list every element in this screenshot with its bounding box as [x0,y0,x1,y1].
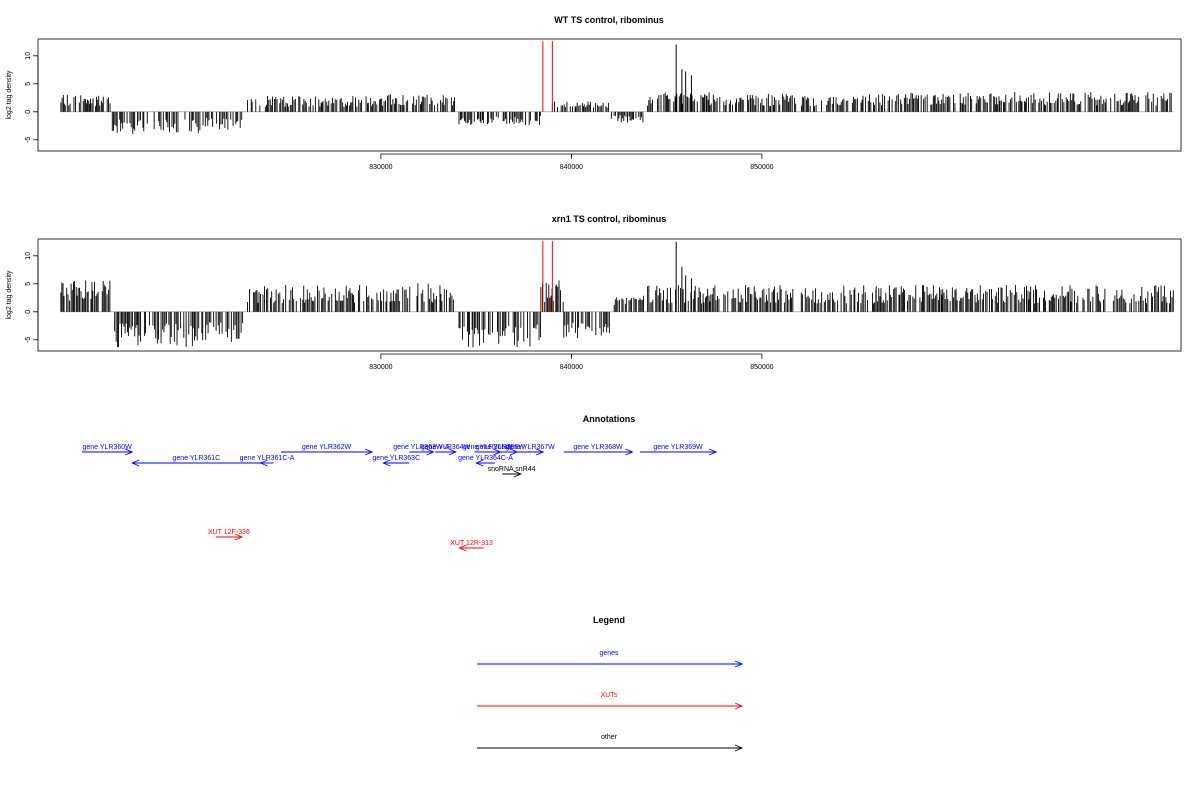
legend-item: other [477,734,744,752]
wt-density-panel: WT TS control, ribominus log2 tag densit… [6,15,1182,171]
xrn1-x-axis: 830000 840000 850000 [369,353,774,371]
feature-label: XUT 12F-336 [208,529,250,536]
y-tick-label: -5 [25,137,32,143]
feature-label: gene YLR360W [82,444,132,451]
x-tick-label: 830000 [369,164,392,171]
feature-arrowhead [458,544,467,552]
feature-label: gene YLR368W [573,444,623,451]
annotation-feature: gene YLR362W [280,444,374,456]
wt-markers [542,41,553,112]
xrn1-markers [542,241,553,312]
annotations-title: Annotations [583,414,636,424]
wt-y-axis-label: log2 tag density [6,70,13,120]
feature-label: gene YLR367W [506,444,556,451]
wt-panel-title: WT TS control, ribominus [554,15,664,25]
feature-label: gene YLR366W [476,444,526,451]
legend-items: genes XUTs other [477,650,744,752]
feature-arrowhead [259,459,268,467]
annotation-feature: gene YLR367W [506,444,556,456]
annotation-feature: gene YLR368W [563,444,634,456]
xrn1-density-panel: xrn1 TS control, ribominus log2 tag dens… [6,214,1182,371]
annotation-feature: XUT 12F-336 [208,529,250,541]
feature-label: gene YLR365W [463,444,513,451]
annotation-feature: gene YLR361C [131,455,261,467]
y-tick-label: 10 [25,52,32,60]
x-tick-label: 840000 [560,364,583,371]
y-tick-label: 5 [25,82,32,86]
feature-label: gene YLR361C [172,455,220,462]
x-tick-label: 830000 [369,364,392,371]
feature-arrowhead [536,448,545,456]
legend-arrowhead [734,702,744,710]
wt-plot-frame [37,38,1182,152]
feature-arrowhead [426,448,435,456]
x-tick-label: 850000 [750,164,773,171]
feature-arrowhead [475,459,484,467]
annotation-feature: gene YLR369W [639,444,718,456]
xrn1-y-axis: -5 0 5 10 [25,252,39,343]
feature-arrowhead [625,448,634,456]
feature-arrowhead [125,448,134,456]
xrn1-y-axis-label: log2 tag density [6,270,13,320]
y-tick-label: 0 [25,310,32,314]
feature-label: snoRNA snR44 [488,466,536,473]
xrn1-plot-frame [37,238,1182,352]
feature-label: gene YLR363W-A [393,444,449,451]
feature-label: gene YLR364W [421,444,471,451]
legend-item: XUTs [477,692,744,710]
annotation-feature: gene YLR361C-A [240,455,295,467]
feature-label: gene YLR369W [653,444,703,451]
feature-arrowhead [131,459,140,467]
annotation-feature: gene YLR364C-A [458,455,513,467]
legend-label: genes [599,650,619,657]
x-tick-label: 840000 [560,164,583,171]
y-tick-label: 5 [25,282,32,286]
legend-arrowhead [734,744,744,752]
wt-x-axis: 830000 840000 850000 [369,153,774,171]
feature-label: gene YLR361C-A [240,455,295,462]
wt-y-axis: -5 0 5 10 [25,52,39,143]
xrn1-bars [60,241,1174,348]
annotation-feature: gene YLR360W [82,444,134,456]
feature-label: XUT 12R-313 [450,540,493,547]
xrn1-panel-title: xrn1 TS control, ribominus [552,214,667,224]
legend: Legend genes XUTs other [477,615,744,752]
legend-label: XUTs [601,692,618,699]
y-tick-label: 10 [25,252,32,260]
annotation-feature: XUT 12R-313 [450,540,493,552]
annotation-feature: gene YLR363C [372,455,420,467]
feature-arrowhead [234,533,244,541]
annotation-feature: gene YLR364W [421,444,471,456]
feature-label: gene YLR363C [372,455,420,462]
legend-label: other [601,734,618,741]
legend-arrowhead [734,660,744,668]
feature-label: gene YLR362W [302,444,352,451]
feature-arrowhead [708,448,718,456]
annotation-features: gene YLR360W gene YLR361C gene YLR361C-A ge… [82,444,718,552]
wt-bars [60,44,1174,134]
feature-arrowhead [364,448,374,456]
x-tick-label: 850000 [750,364,773,371]
legend-title: Legend [593,615,625,625]
feature-arrowhead [448,448,457,456]
y-tick-label: 0 [25,110,32,114]
annotation-feature: snoRNA snR44 [488,466,536,478]
y-tick-label: -5 [25,337,32,343]
feature-arrowhead [513,470,523,478]
feature-label: gene YLR364C-A [458,455,513,462]
legend-item: genes [477,650,744,668]
annotation-feature: gene YLR363W-A [393,444,450,456]
feature-arrowhead [382,459,391,467]
